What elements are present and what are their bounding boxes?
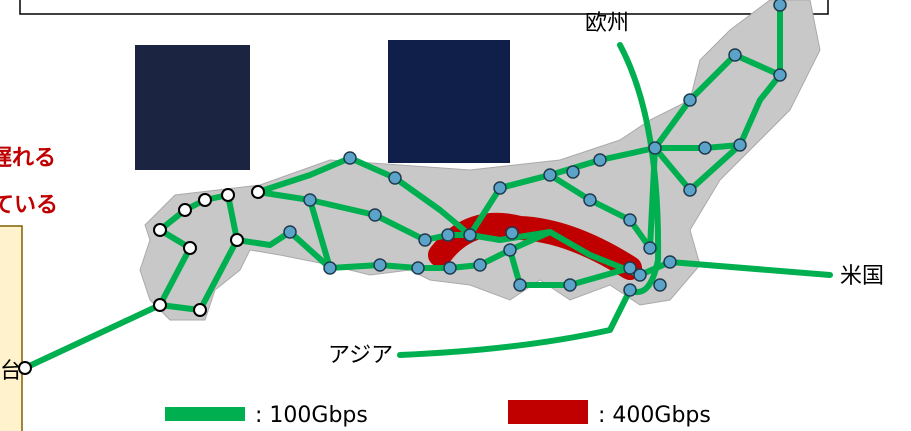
node (344, 152, 356, 164)
node (654, 279, 666, 291)
node (567, 166, 579, 178)
node (389, 172, 401, 184)
node (374, 259, 386, 271)
node (624, 262, 636, 274)
node (699, 142, 711, 154)
legend-swatch-100g (165, 407, 245, 421)
node (514, 279, 526, 291)
node (369, 209, 381, 221)
node (564, 279, 576, 291)
label-usa: 米国 (840, 264, 884, 289)
node (444, 262, 456, 274)
node (231, 234, 243, 246)
node (624, 214, 636, 226)
node (19, 362, 31, 374)
node (494, 182, 506, 194)
note-box-text: 台 (0, 359, 22, 384)
note-box (0, 226, 22, 431)
node (734, 139, 746, 151)
note-line: ている (0, 193, 58, 218)
datacenter-photo (135, 45, 250, 170)
node (684, 184, 696, 196)
node (179, 204, 191, 216)
legend-swatch-400g (508, 400, 588, 424)
node (504, 244, 516, 256)
node (594, 154, 606, 166)
legend-label: : 100Gbps (255, 403, 368, 428)
datacenter-photo (388, 40, 510, 163)
node (584, 194, 596, 206)
node (284, 226, 296, 238)
node (649, 142, 661, 154)
top-box (20, 0, 828, 14)
node (506, 227, 518, 239)
node (419, 234, 431, 246)
node (774, 69, 786, 81)
node (684, 94, 696, 106)
node (194, 304, 206, 316)
map: 台 遅れる ている (0, 0, 911, 431)
node (154, 299, 166, 311)
node (729, 49, 741, 61)
legend-label: : 400Gbps (598, 403, 711, 428)
node (222, 189, 234, 201)
node (199, 194, 211, 206)
label-asia: アジア (328, 343, 393, 368)
node (474, 259, 486, 271)
node (304, 194, 316, 206)
node (324, 262, 336, 274)
node (644, 242, 656, 254)
node (154, 224, 166, 236)
node (544, 169, 556, 181)
node (184, 242, 196, 254)
node (664, 256, 676, 268)
page: 台 遅れる ている (0, 0, 911, 431)
node (774, 0, 786, 11)
node (412, 262, 424, 274)
note-line: 遅れる (0, 146, 56, 171)
node (442, 229, 454, 241)
node (624, 284, 636, 296)
label-europe: 欧州 (585, 11, 629, 36)
node (252, 186, 264, 198)
node (464, 229, 476, 241)
